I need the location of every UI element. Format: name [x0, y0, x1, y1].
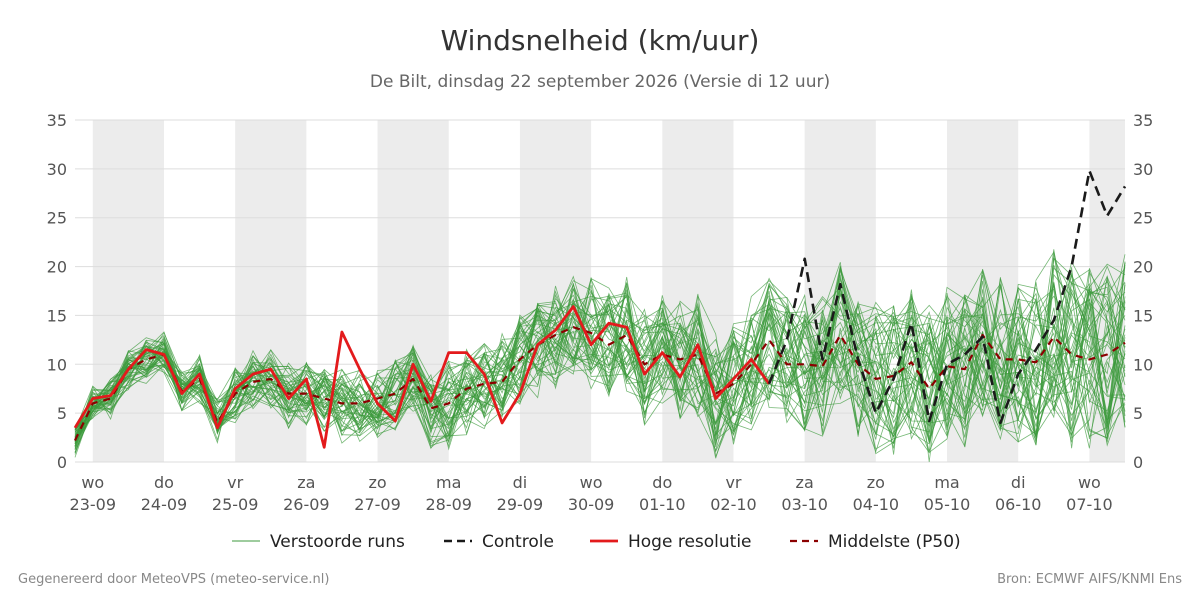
x-tick-day: wo [81, 473, 104, 492]
y-tick-label: 10 [47, 355, 67, 374]
x-tick-date: 05-10 [924, 495, 971, 514]
ensemble-member-line [74, 264, 1126, 439]
ensemble-member-line [74, 298, 1126, 442]
ensemble-member-line [74, 280, 1126, 459]
x-tick-day: za [297, 473, 315, 492]
ensemble-member-line [74, 265, 1126, 455]
x-tick-date: 26-09 [283, 495, 330, 514]
y-tick-label: 0 [1133, 453, 1143, 472]
ensemble-lines [74, 249, 1126, 463]
x-tick-date: 25-09 [212, 495, 259, 514]
x-tick-date: 30-09 [568, 495, 615, 514]
x-tick-day: zo [867, 473, 885, 492]
y-tick-label: 15 [47, 306, 67, 325]
legend-label-median: Middelste (P50) [828, 532, 961, 552]
x-tick-day: do [652, 473, 672, 492]
y-axis-left: 0 5 10 15 20 25 30 35 [47, 111, 67, 472]
y-tick-label: 15 [1133, 306, 1153, 325]
x-tick-date: 24-09 [141, 495, 188, 514]
x-tick-date: 02-10 [710, 495, 757, 514]
ensemble-member-line [74, 272, 1126, 437]
y-tick-label: 25 [1133, 209, 1153, 228]
x-tick-day: zo [368, 473, 386, 492]
x-tick-date: 07-10 [1066, 495, 1113, 514]
x-tick-day: za [796, 473, 814, 492]
footer-generator: Gegenereerd door MeteoVPS (meteo-service… [18, 572, 330, 587]
x-tick-day: di [513, 473, 528, 492]
x-tick-day: ma [934, 473, 959, 492]
legend-label-ensemble: Verstoorde runs [270, 532, 405, 552]
x-tick-date: 06-10 [995, 495, 1042, 514]
median-series-line [74, 326, 1126, 441]
y-tick-label: 5 [1133, 404, 1143, 423]
y-tick-label: 25 [47, 209, 67, 228]
ensemble-member-line [74, 253, 1126, 453]
y-tick-label: 30 [47, 160, 67, 179]
x-tick-date: 23-09 [70, 495, 117, 514]
legend: Verstoorde runs Controle Hoge resolutie Mid… [232, 532, 961, 552]
y-tick-label: 10 [1133, 355, 1153, 374]
x-tick-day: wo [1078, 473, 1101, 492]
x-tick-day: wo [580, 473, 603, 492]
ensemble-member-line [74, 276, 1126, 439]
y-axis-right: 0 5 10 15 20 25 30 35 [1133, 111, 1153, 472]
legend-label-hires: Hoge resolutie [628, 532, 752, 552]
main-series [73, 169, 1127, 449]
y-tick-label: 30 [1133, 160, 1153, 179]
y-tick-label: 35 [1133, 111, 1153, 130]
weekend-band [92, 120, 164, 462]
y-tick-label: 0 [57, 453, 67, 472]
x-tick-date: 28-09 [425, 495, 472, 514]
x-tick-date: 27-09 [354, 495, 401, 514]
chart-subtitle: De Bilt, dinsdag 22 september 2026 (Vers… [369, 72, 831, 92]
x-tick-day: di [1011, 473, 1026, 492]
weekend-bands [92, 120, 1125, 462]
y-tick-label: 5 [57, 404, 67, 423]
x-tick-day: vr [227, 473, 243, 492]
legend-label-control: Controle [482, 532, 554, 552]
footer-source: Bron: ECMWF AIFS/KNMI Ens [997, 572, 1182, 587]
x-tick-date: 03-10 [781, 495, 828, 514]
ensemble-member-line [74, 282, 1126, 457]
y-tick-label: 20 [47, 258, 67, 277]
x-tick-date: 01-10 [639, 495, 686, 514]
x-axis: wo 23-09 do 24-09 vr 25-09 za 26-09 zo 27-09 ma 28-… [70, 473, 1113, 514]
x-tick-date: 04-10 [853, 495, 900, 514]
y-tick-label: 20 [1133, 258, 1153, 277]
x-tick-day: do [154, 473, 174, 492]
ensemble-member-line [74, 283, 1126, 455]
hires-series-line [73, 305, 771, 449]
ensemble-member-line [74, 280, 1126, 439]
y-tick-label: 35 [47, 111, 67, 130]
x-tick-day: vr [725, 473, 741, 492]
chart-title: Windsnelheid (km/uur) [440, 24, 760, 57]
x-tick-day: ma [436, 473, 461, 492]
control-series-line [767, 169, 1127, 425]
x-tick-date: 29-09 [497, 495, 544, 514]
ensemble-member-line [74, 270, 1126, 452]
ensemble-member-line [74, 275, 1126, 441]
ensemble-member-line [74, 284, 1126, 441]
